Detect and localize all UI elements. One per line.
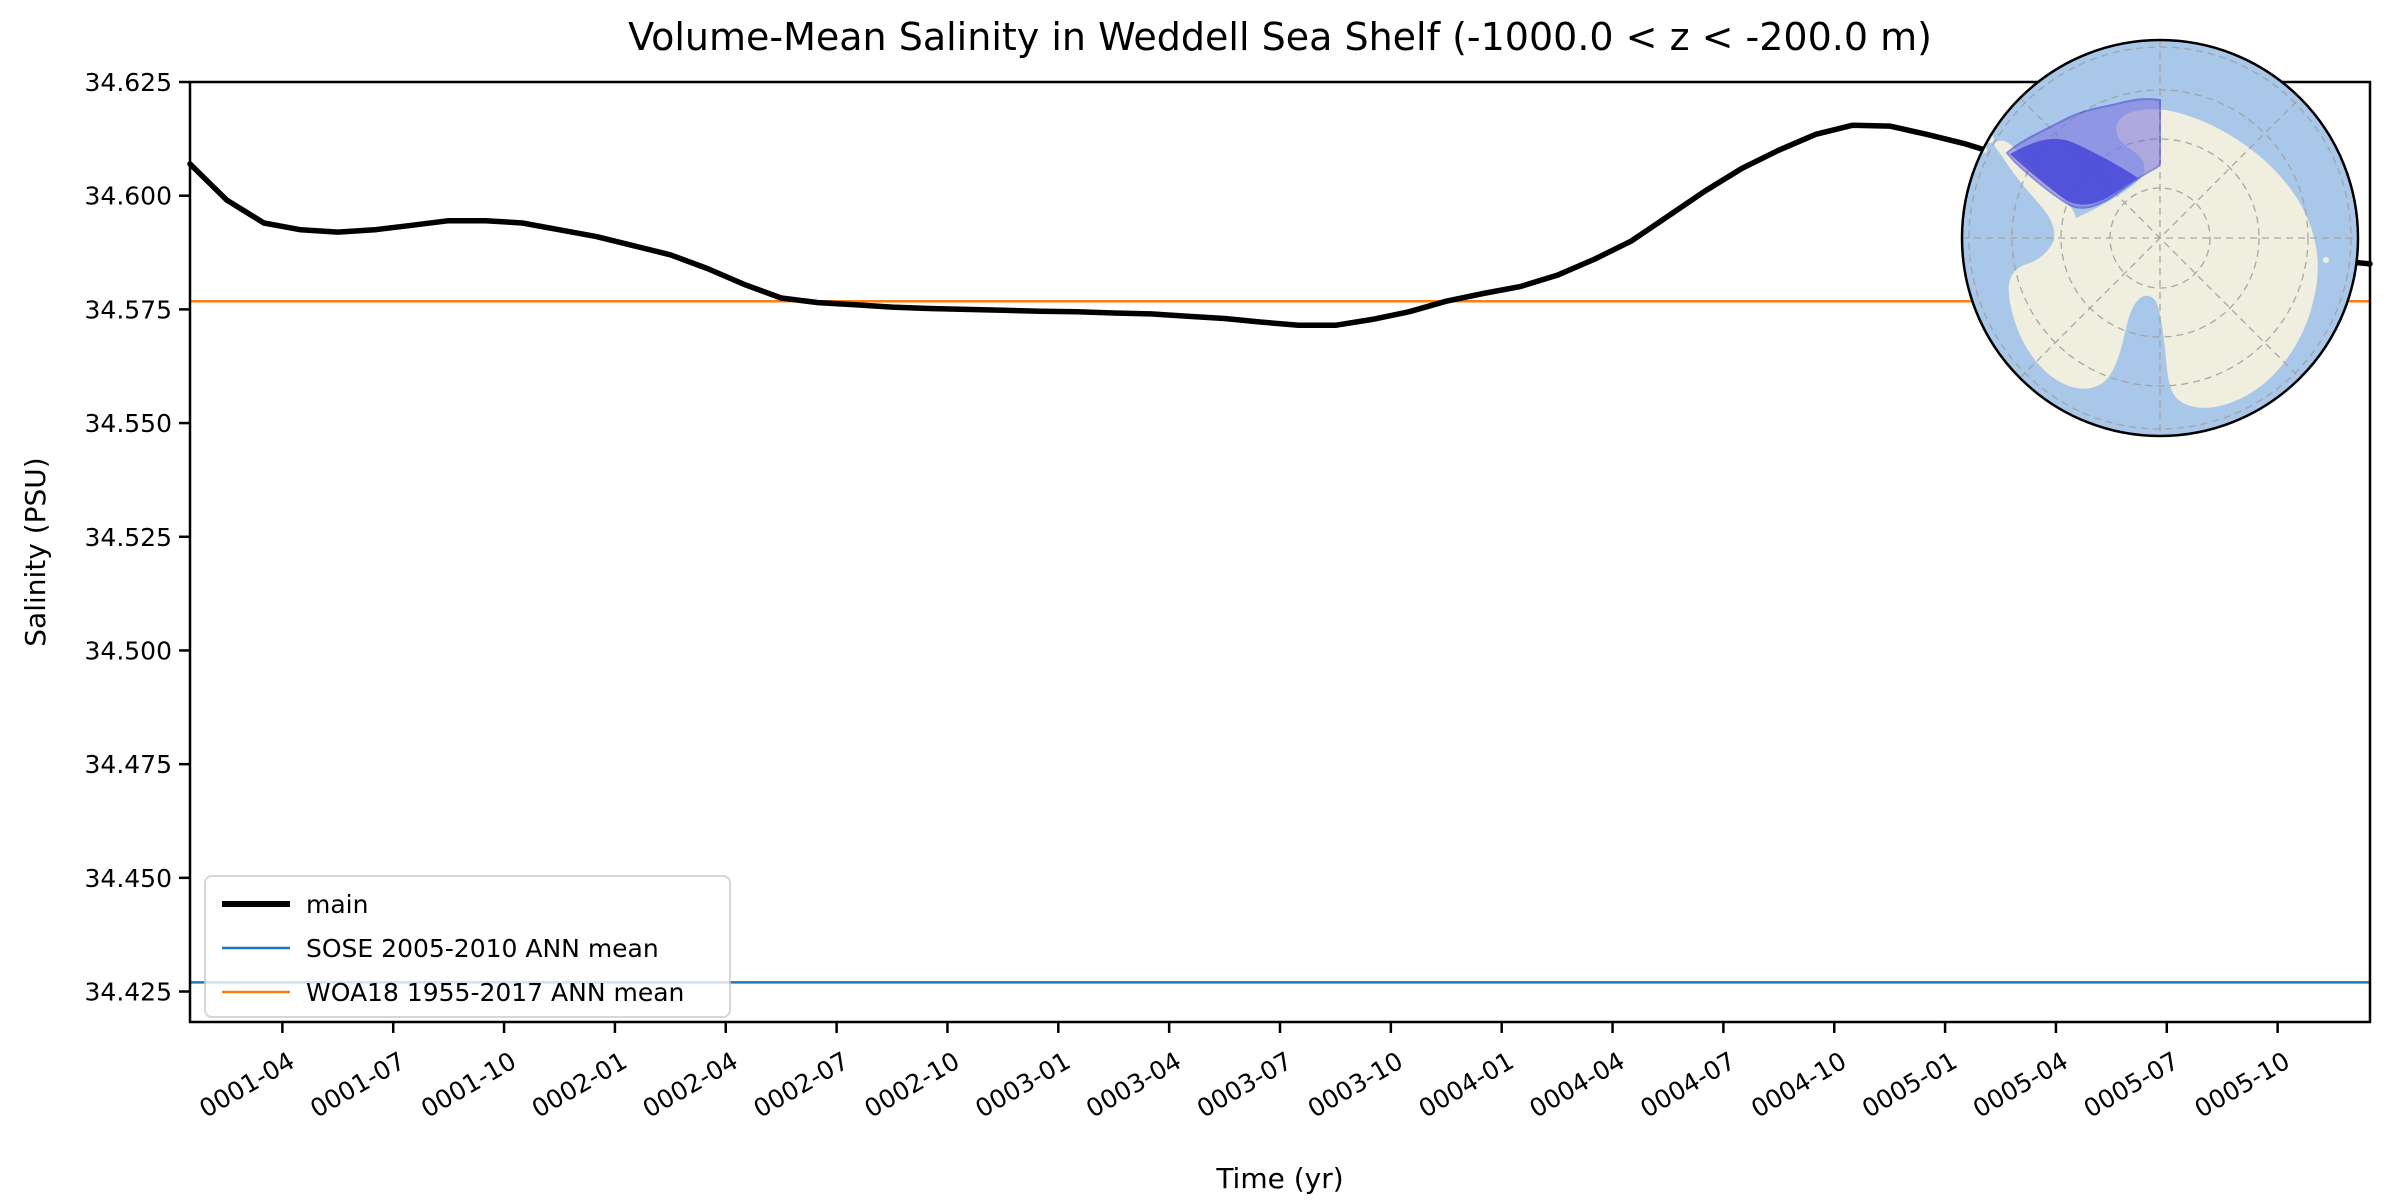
x-tick-label: 0003-01	[970, 1046, 1075, 1123]
y-tick-label: 34.600	[85, 182, 172, 211]
y-tick-label: 34.550	[85, 409, 172, 438]
y-tick-label: 34.425	[85, 978, 172, 1007]
x-tick-label: 0002-01	[527, 1046, 632, 1123]
x-tick-label: 0004-07	[1635, 1046, 1740, 1123]
legend-label-sose: SOSE 2005-2010 ANN mean	[306, 934, 659, 963]
x-tick-label: 0004-10	[1746, 1046, 1851, 1123]
island	[2196, 383, 2204, 391]
legend-label-main: main	[306, 890, 368, 919]
y-tick-label: 34.525	[85, 523, 172, 552]
legend: main SOSE 2005-2010 ANN mean WOA18 1955-…	[204, 875, 731, 1018]
antarctica-inset-map	[1960, 38, 2360, 438]
y-axis-label: Salinity (PSU)	[19, 457, 52, 646]
antarctica-landmass	[2008, 109, 2318, 408]
x-tick-label: 0005-10	[2190, 1046, 2295, 1123]
island	[2323, 257, 2329, 263]
x-tick-label: 0001-07	[305, 1046, 410, 1123]
x-tick-label: 0004-04	[1525, 1046, 1630, 1123]
legend-box	[204, 875, 731, 1018]
x-tick-label: 0003-04	[1081, 1046, 1186, 1123]
x-tick-label: 0005-01	[1857, 1046, 1962, 1123]
y-tick-label: 34.575	[85, 295, 172, 324]
legend-label-woa18: WOA18 1955-2017 ANN mean	[306, 978, 684, 1007]
x-tick-label: 0005-07	[2079, 1046, 2184, 1123]
x-tick-label: 0001-04	[194, 1046, 299, 1123]
x-tick-label: 0004-01	[1414, 1046, 1519, 1123]
x-tick-label: 0003-10	[1303, 1046, 1408, 1123]
weddell-region-deep-area	[2010, 138, 2138, 205]
y-tick-label: 34.475	[85, 750, 172, 779]
x-tick-label: 0002-10	[859, 1046, 964, 1123]
x-tick-label: 0005-04	[1968, 1046, 2073, 1123]
x-axis-label: Time (yr)	[1215, 1162, 1343, 1195]
x-tick-label: 0002-04	[638, 1046, 743, 1123]
antarctic-peninsula	[1993, 140, 2076, 240]
y-tick-label: 34.500	[85, 636, 172, 665]
y-tick-label: 34.625	[85, 68, 172, 97]
y-tick-label: 34.450	[85, 864, 172, 893]
x-tick-label: 0003-07	[1192, 1046, 1297, 1123]
x-tick-label: 0001-10	[416, 1046, 521, 1123]
chart-title: Volume-Mean Salinity in Weddell Sea Shel…	[628, 15, 1932, 59]
x-tick-label: 0002-07	[749, 1046, 854, 1123]
